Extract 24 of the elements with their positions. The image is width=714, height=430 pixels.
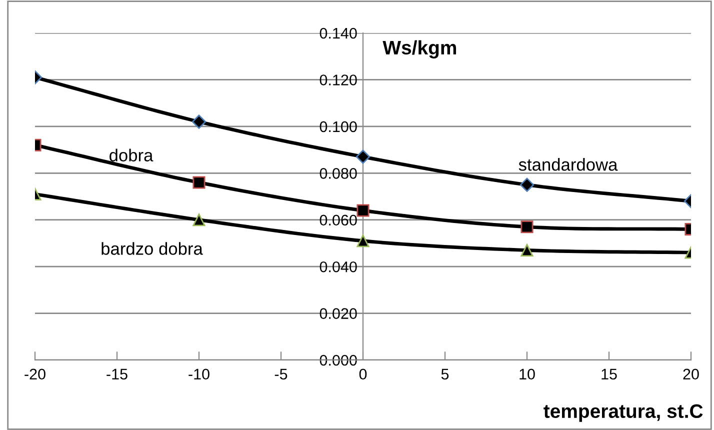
point [356, 204, 370, 217]
series-label: dobra [110, 148, 154, 162]
y-tick-label: 0.140 [320, 28, 357, 39]
y-tick-label: 0.080 [320, 168, 357, 179]
y-tick-label: 0.040 [320, 261, 357, 272]
x-axis-title: temperatura, st.C [544, 404, 703, 422]
x-tick-label: 15 [602, 368, 617, 380]
x-tick-label: -20 [24, 368, 46, 380]
x-tick-label: 5 [441, 368, 449, 380]
x-tick-label: -5 [274, 368, 288, 380]
y-tick-label: 0.100 [320, 121, 357, 132]
x-tick-label: 0 [359, 368, 367, 380]
series-label: standardowa [518, 158, 618, 171]
y-tick-label: 0.060 [320, 214, 357, 226]
x-tick-label: 20 [683, 368, 699, 380]
x-tick-label: -10 [188, 368, 210, 380]
x-tick-label: -15 [106, 368, 128, 380]
point [356, 234, 370, 248]
x-tick-label: 10 [520, 368, 535, 380]
series-label: bardzo dobra [102, 242, 203, 255]
y-tick-label: 0.120 [320, 74, 357, 86]
y-axis-title: Ws/kgm [382, 40, 456, 58]
y-tick-label: 0.020 [320, 308, 357, 319]
point [356, 150, 370, 164]
